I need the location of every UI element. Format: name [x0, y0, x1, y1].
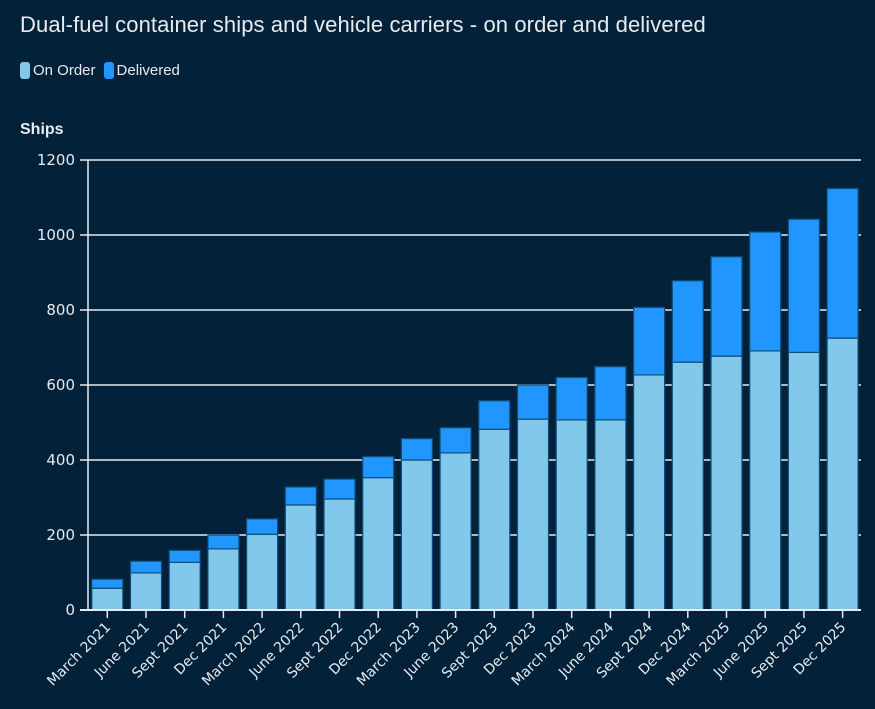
bar-delivered [362, 456, 395, 479]
bar-on-order [284, 504, 317, 611]
legend-item-delivered[interactable]: Delivered [103, 62, 180, 79]
y-axis-label: Ships [20, 121, 64, 138]
bar-on-order [168, 561, 201, 611]
bar-delivered [168, 549, 201, 563]
bar-delivered [671, 280, 704, 363]
legend-label-on-order: On Order [33, 62, 96, 79]
bar-on-order [323, 498, 356, 611]
bar-delivered [91, 578, 124, 589]
bar-delivered [826, 187, 859, 339]
bar-delivered [246, 518, 279, 535]
bar-on-order [671, 361, 704, 611]
bar-on-order [478, 428, 511, 611]
bar-delivered [323, 478, 356, 500]
bar-delivered [439, 427, 472, 454]
bar-delivered [400, 438, 433, 461]
y-tick-label: 1200 [37, 151, 75, 169]
bar-delivered [516, 384, 550, 420]
bar-delivered [555, 376, 588, 421]
y-tick-label: 0 [65, 601, 75, 619]
bars [91, 187, 859, 611]
bar-delivered [632, 306, 666, 376]
bar-delivered [478, 400, 511, 430]
bar-on-order [400, 459, 433, 611]
bar-delivered [207, 534, 240, 550]
bar-on-order [439, 452, 472, 611]
gridlines [88, 159, 861, 611]
bar-delivered [749, 231, 782, 352]
bar-on-order [826, 337, 859, 611]
bar-on-order [594, 419, 627, 611]
bar-on-order [362, 477, 395, 611]
bar-delivered [594, 366, 627, 421]
bar-on-order [246, 533, 279, 611]
bar-delivered [710, 256, 743, 357]
bar-on-order [710, 355, 743, 611]
legend-swatch-on-order [20, 62, 30, 79]
legend-label-delivered: Delivered [116, 62, 180, 79]
bar-on-order [787, 351, 821, 611]
legend-swatch-delivered [103, 62, 114, 79]
bar-delivered [787, 218, 821, 353]
bar-on-order [91, 587, 124, 611]
bar-delivered [284, 486, 317, 506]
bar-delivered [129, 560, 163, 574]
y-tick-label: 200 [46, 526, 75, 544]
chart-title: Dual-fuel container ships and vehicle ca… [20, 12, 706, 37]
bar-on-order [207, 548, 240, 611]
bar-on-order [129, 572, 163, 611]
y-tick-label: 1000 [37, 226, 75, 244]
y-tick-label: 800 [46, 301, 75, 319]
legend-item-on-order[interactable]: On Order [20, 62, 96, 79]
bar-on-order [516, 418, 550, 611]
y-tick-label: 600 [46, 376, 75, 394]
bar-on-order [749, 350, 782, 611]
bar-on-order [632, 374, 666, 611]
legend: On Order Delivered [20, 62, 188, 79]
y-tick-label: 400 [46, 451, 75, 469]
bar-on-order [555, 419, 588, 611]
